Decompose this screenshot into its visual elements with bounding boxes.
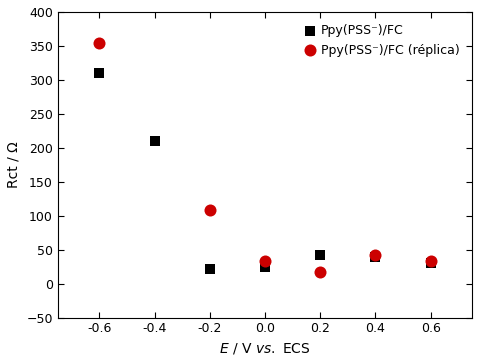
- Ppy(PSS⁻)/FC (réplica): [261, 258, 269, 264]
- Ppy(PSS⁻)/FC (réplica): [427, 258, 434, 264]
- Ppy(PSS⁻)/FC: [151, 138, 159, 144]
- X-axis label: $\it{E}$ / V $\it{vs}.$ ECS: $\it{E}$ / V $\it{vs}.$ ECS: [219, 341, 311, 356]
- Ppy(PSS⁻)/FC (réplica): [372, 252, 379, 258]
- Ppy(PSS⁻)/FC: [316, 252, 324, 258]
- Ppy(PSS⁻)/FC: [372, 254, 379, 260]
- Ppy(PSS⁻)/FC: [206, 266, 214, 272]
- Ppy(PSS⁻)/FC (réplica): [316, 269, 324, 275]
- Ppy(PSS⁻)/FC (réplica): [95, 40, 103, 45]
- Legend: Ppy(PSS⁻)/FC, Ppy(PSS⁻)/FC (réplica): Ppy(PSS⁻)/FC, Ppy(PSS⁻)/FC (réplica): [298, 18, 466, 63]
- Ppy(PSS⁻)/FC: [261, 264, 269, 270]
- Y-axis label: Rct / Ω: Rct / Ω: [7, 142, 21, 188]
- Ppy(PSS⁻)/FC: [95, 70, 103, 76]
- Ppy(PSS⁻)/FC: [427, 260, 434, 266]
- Ppy(PSS⁻)/FC (réplica): [206, 207, 214, 213]
